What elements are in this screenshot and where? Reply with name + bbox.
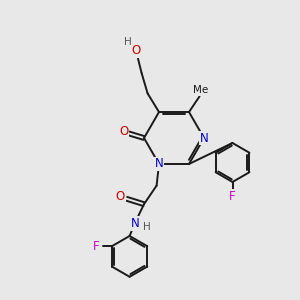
Text: H: H: [124, 37, 131, 47]
Text: N: N: [200, 131, 208, 145]
Text: O: O: [116, 190, 124, 203]
Text: F: F: [93, 240, 100, 253]
Text: Me: Me: [194, 85, 208, 95]
Text: O: O: [119, 125, 128, 139]
Text: N: N: [131, 217, 140, 230]
Text: H: H: [142, 222, 150, 232]
Text: N: N: [154, 158, 164, 170]
Text: O: O: [132, 44, 141, 57]
Text: F: F: [229, 190, 236, 203]
